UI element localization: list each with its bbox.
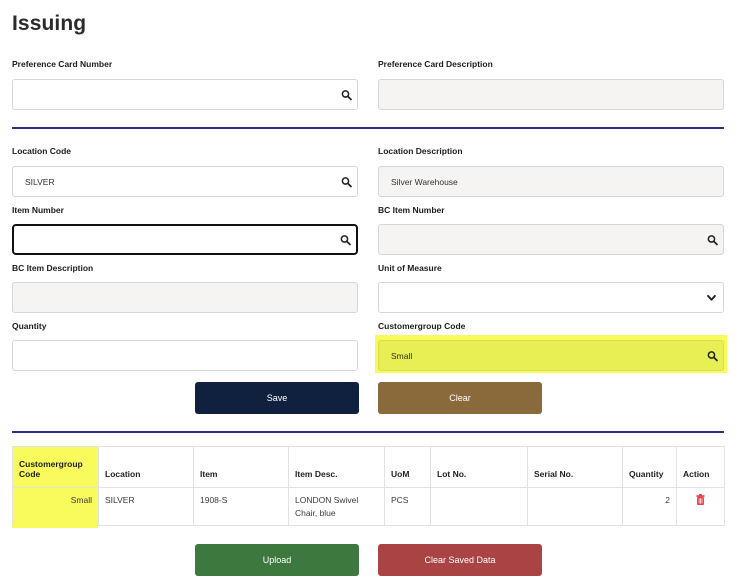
search-icon[interactable] — [341, 176, 352, 187]
header-lot-no[interactable]: Lot No. — [430, 446, 528, 488]
header-customergroup-code[interactable]: Customergroup Code — [12, 446, 99, 488]
search-icon[interactable] — [707, 350, 718, 361]
cell-action — [676, 487, 725, 526]
customergroup-column-highlight — [12, 525, 98, 528]
header-uom[interactable]: UoM — [384, 446, 431, 488]
chevron-down-icon[interactable] — [706, 292, 717, 303]
table-row: Small SILVER 1908-S LONDON Swivel Chair,… — [12, 487, 725, 526]
header-item[interactable]: Item — [193, 446, 289, 488]
header-location[interactable]: Location — [98, 446, 194, 488]
header-item-desc[interactable]: Item Desc. — [288, 446, 385, 488]
section-divider — [12, 127, 724, 129]
unit-of-measure-select[interactable] — [378, 282, 724, 313]
bc-item-description-input[interactable] — [12, 282, 358, 313]
bc-item-description-label: BC Item Description — [12, 263, 94, 273]
location-description-label: Location Description — [378, 146, 463, 156]
trash-icon[interactable] — [696, 494, 705, 505]
customergroup-code-input[interactable]: Small — [378, 340, 724, 371]
unit-of-measure-label: Unit of Measure — [378, 263, 442, 273]
table-divider — [12, 431, 724, 433]
preference-card-description-input[interactable] — [378, 79, 724, 110]
clear-saved-data-button[interactable]: Clear Saved Data — [378, 544, 542, 576]
customergroup-code-value: Small — [391, 350, 413, 361]
search-icon[interactable] — [340, 234, 351, 245]
item-number-label: Item Number — [12, 205, 64, 215]
search-icon[interactable] — [341, 89, 352, 100]
location-code-value: SILVER — [25, 176, 55, 187]
cell-location: SILVER — [98, 487, 194, 526]
quantity-label: Quantity — [12, 321, 47, 331]
table-header-row: Customergroup Code Location Item Item De… — [12, 446, 725, 488]
cell-item-desc: LONDON Swivel Chair, blue — [288, 487, 385, 526]
cell-quantity: 2 — [622, 487, 677, 526]
clear-button[interactable]: Clear — [378, 382, 542, 414]
save-button[interactable]: Save — [195, 382, 359, 414]
preference-card-number-label: Preference Card Number — [12, 59, 113, 69]
location-description-value: Silver Warehouse — [391, 176, 458, 187]
preference-card-description-label: Preference Card Description — [378, 59, 493, 69]
location-description-input[interactable]: Silver Warehouse — [378, 166, 724, 197]
upload-button[interactable]: Upload — [195, 544, 359, 576]
search-icon[interactable] — [707, 234, 718, 245]
header-quantity[interactable]: Quantity — [622, 446, 677, 488]
item-number-input[interactable] — [12, 224, 358, 255]
preference-card-number-input[interactable] — [12, 79, 358, 110]
quantity-input[interactable] — [12, 340, 358, 371]
issuing-table: Customergroup Code Location Item Item De… — [12, 446, 725, 526]
cell-customergroup-code: Small — [12, 487, 99, 526]
bc-item-number-label: BC Item Number — [378, 205, 445, 215]
location-code-label: Location Code — [12, 146, 72, 156]
customergroup-code-label: Customergroup Code — [378, 321, 466, 331]
header-action: Action — [676, 446, 725, 488]
cell-item: 1908-S — [193, 487, 289, 526]
cell-lot-no — [430, 487, 528, 526]
cell-serial-no — [527, 487, 623, 526]
header-serial-no[interactable]: Serial No. — [527, 446, 623, 488]
page-title: Issuing — [12, 12, 87, 35]
cell-uom: PCS — [384, 487, 431, 526]
location-code-input[interactable]: SILVER — [12, 166, 358, 197]
bc-item-number-input[interactable] — [378, 224, 724, 255]
